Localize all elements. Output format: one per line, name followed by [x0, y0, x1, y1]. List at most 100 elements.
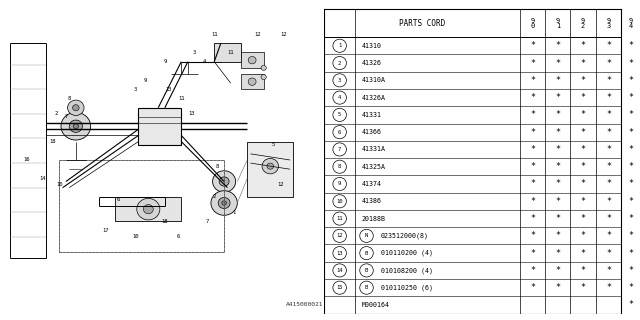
- Text: *: *: [556, 266, 560, 275]
- Bar: [241, 52, 264, 68]
- Circle shape: [248, 56, 256, 64]
- Text: 12: 12: [280, 32, 287, 36]
- Text: *: *: [628, 180, 633, 188]
- Text: 1: 1: [338, 43, 341, 48]
- Text: *: *: [580, 266, 586, 275]
- Text: 2: 2: [338, 60, 341, 66]
- Bar: [247, 141, 293, 197]
- Text: 4: 4: [203, 59, 206, 64]
- Text: *: *: [580, 162, 586, 171]
- Text: *: *: [530, 128, 535, 137]
- Text: 9
0: 9 0: [531, 18, 534, 29]
- Text: *: *: [606, 162, 611, 171]
- Bar: [60, 160, 224, 252]
- Circle shape: [267, 163, 273, 169]
- Text: *: *: [580, 93, 586, 102]
- Text: *: *: [530, 59, 535, 68]
- Text: M000164: M000164: [362, 302, 390, 308]
- Text: 5: 5: [338, 112, 341, 117]
- Text: 023512000(8): 023512000(8): [381, 233, 429, 239]
- Text: 3: 3: [338, 78, 341, 83]
- Text: *: *: [606, 110, 611, 119]
- Text: A415000021: A415000021: [285, 302, 323, 308]
- Text: 3: 3: [134, 87, 137, 92]
- Text: *: *: [556, 93, 560, 102]
- Text: *: *: [628, 110, 633, 119]
- Text: 2: 2: [54, 111, 58, 116]
- Text: *: *: [580, 180, 586, 188]
- Text: *: *: [580, 197, 586, 206]
- Text: 7: 7: [64, 115, 68, 119]
- Text: 41325A: 41325A: [362, 164, 386, 170]
- Text: *: *: [628, 145, 633, 154]
- Text: 6: 6: [338, 130, 341, 135]
- Text: 12: 12: [254, 32, 260, 36]
- Bar: [138, 108, 181, 145]
- Text: *: *: [628, 76, 633, 85]
- Text: 7: 7: [338, 147, 341, 152]
- Text: 9: 9: [163, 59, 166, 64]
- Text: 41366: 41366: [362, 129, 382, 135]
- Text: *: *: [606, 197, 611, 206]
- Text: *: *: [530, 76, 535, 85]
- Text: *: *: [530, 231, 535, 240]
- Text: *: *: [556, 59, 560, 68]
- Text: *: *: [556, 214, 560, 223]
- Text: *: *: [556, 231, 560, 240]
- Text: 10: 10: [337, 199, 343, 204]
- Text: *: *: [628, 249, 633, 258]
- Text: 41326: 41326: [362, 60, 382, 66]
- Text: *: *: [606, 249, 611, 258]
- Circle shape: [218, 197, 230, 209]
- Text: *: *: [606, 76, 611, 85]
- Text: 20188B: 20188B: [362, 216, 386, 221]
- Text: 10: 10: [132, 234, 138, 239]
- Text: 4: 4: [338, 95, 341, 100]
- Text: *: *: [530, 93, 535, 102]
- Circle shape: [211, 191, 237, 215]
- Text: 010108200 (4): 010108200 (4): [381, 267, 433, 274]
- Text: *: *: [530, 145, 535, 154]
- Circle shape: [72, 105, 79, 111]
- Text: 9
1: 9 1: [556, 18, 560, 29]
- Text: *: *: [530, 283, 535, 292]
- Text: *: *: [606, 231, 611, 240]
- Text: 11: 11: [337, 216, 343, 221]
- Text: *: *: [580, 283, 586, 292]
- Text: *: *: [606, 93, 611, 102]
- Text: *: *: [580, 128, 586, 137]
- Circle shape: [143, 204, 153, 214]
- Text: *: *: [580, 214, 586, 223]
- Text: 41331: 41331: [362, 112, 382, 118]
- Text: *: *: [530, 110, 535, 119]
- Text: 18: 18: [49, 139, 56, 144]
- Text: *: *: [556, 76, 560, 85]
- Circle shape: [212, 171, 236, 192]
- Text: *: *: [580, 231, 586, 240]
- Text: 8: 8: [338, 164, 341, 169]
- Text: 13: 13: [165, 87, 172, 92]
- Text: *: *: [580, 76, 586, 85]
- Text: 6: 6: [117, 197, 120, 203]
- Text: *: *: [556, 110, 560, 119]
- Text: *: *: [580, 145, 586, 154]
- Bar: [214, 43, 241, 62]
- Text: *: *: [556, 162, 560, 171]
- Text: *: *: [580, 249, 586, 258]
- Circle shape: [69, 120, 83, 132]
- Bar: [241, 74, 264, 89]
- Text: *: *: [530, 41, 535, 50]
- Text: 41310: 41310: [362, 43, 382, 49]
- Bar: [60, 160, 224, 252]
- Text: 12: 12: [337, 233, 343, 238]
- Bar: [115, 197, 181, 221]
- Text: *: *: [556, 41, 560, 50]
- Text: 16: 16: [23, 157, 29, 163]
- Text: 11: 11: [178, 96, 184, 101]
- Text: *: *: [556, 145, 560, 154]
- Text: *: *: [530, 197, 535, 206]
- Text: *: *: [628, 59, 633, 68]
- Text: *: *: [606, 180, 611, 188]
- Text: 41331A: 41331A: [362, 147, 386, 152]
- Text: *: *: [628, 41, 633, 50]
